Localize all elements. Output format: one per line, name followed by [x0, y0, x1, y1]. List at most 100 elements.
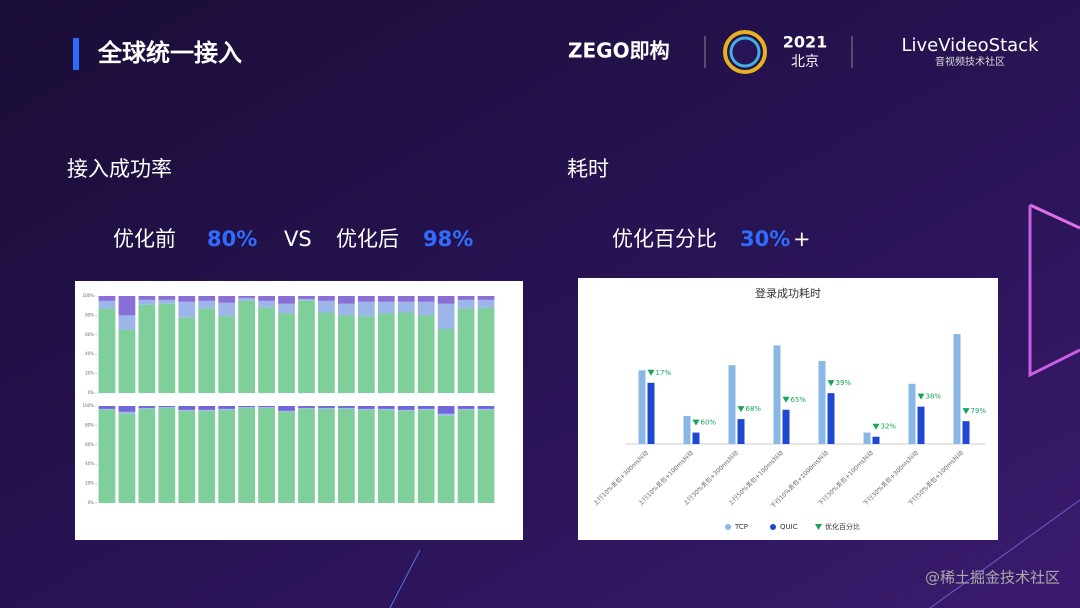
bar-segment: [397, 312, 415, 393]
bar-segment: [98, 300, 116, 309]
bar-segment: [178, 409, 196, 411]
bar-segment: [477, 409, 495, 503]
bar-segment: [318, 312, 335, 393]
bar-segment: [238, 300, 256, 393]
bar-segment: [178, 301, 196, 318]
bar: [908, 383, 916, 444]
bar-segment: [477, 307, 495, 393]
bar-segment: [457, 408, 475, 410]
bar-segment: [198, 296, 216, 301]
bar-segment: [357, 296, 375, 302]
bar-segment: [98, 308, 116, 393]
brand: ZEGO即构: [568, 39, 670, 63]
slide-title: 全球统一接入: [97, 39, 242, 67]
bar-segment: [437, 303, 455, 329]
legend-swatch: [770, 524, 776, 530]
bar: [737, 419, 745, 444]
bar-segment: [198, 410, 216, 503]
bar-segment: [298, 298, 315, 301]
bar-segment: [437, 413, 455, 416]
bar-segment: [457, 299, 475, 309]
bar-segment: [218, 296, 236, 303]
reduction-marker: [872, 423, 880, 430]
deco-line: [389, 549, 421, 608]
bar: [953, 334, 961, 444]
bar-segment: [178, 406, 196, 410]
bar-segment: [178, 410, 196, 503]
bar-segment: [377, 406, 395, 409]
bar-segment: [278, 296, 295, 304]
bar-segment: [417, 301, 435, 316]
bar-segment: [158, 296, 176, 300]
bar: [782, 409, 790, 444]
bar-segment: [417, 408, 435, 410]
bar-segment: [238, 406, 256, 407]
bar-segment: [357, 408, 375, 410]
event-logo: [723, 30, 767, 74]
compare-label: 优化前: [113, 227, 176, 251]
bar-segment: [397, 410, 415, 503]
bar-segment: [318, 300, 335, 313]
bar-segment: [258, 406, 275, 407]
bar-segment: [158, 406, 176, 407]
bar: [962, 421, 970, 444]
bar-segment: [118, 296, 136, 316]
y-tick-label: 40%: [85, 351, 94, 356]
bar-segment: [138, 299, 156, 305]
bar-segment: [198, 409, 216, 411]
bar-segment: [337, 407, 355, 409]
bar-segment: [278, 406, 295, 411]
latency-value: 30%: [740, 227, 790, 251]
latency-label: 优化百分比: [612, 227, 717, 251]
title-bar: [73, 38, 79, 70]
partner-subtitle: 音视频技术社区: [935, 55, 1005, 68]
bar-segment: [377, 409, 395, 503]
bar-segment: [258, 407, 275, 503]
bar-segment: [318, 408, 335, 503]
bar-segment: [258, 406, 275, 408]
bar-segment: [357, 406, 375, 409]
watermark: @稀土掘金技术社区: [925, 569, 1060, 587]
bar-segment: [278, 313, 295, 393]
bar-segment: [258, 307, 275, 393]
bar-segment: [158, 299, 176, 304]
bar-segment: [258, 296, 275, 301]
bar-segment: [278, 410, 295, 412]
bar-segment: [298, 296, 315, 299]
bar-segment: [417, 315, 435, 393]
latency-suffix: +: [793, 227, 811, 251]
y-tick-label: 0%: [88, 500, 95, 505]
event-year: 2021: [783, 33, 828, 52]
bar-segment: [178, 296, 196, 302]
bar-segment: [278, 411, 295, 503]
bar-segment: [98, 296, 116, 301]
compare-value: 80%: [207, 227, 257, 251]
bar: [692, 432, 700, 444]
y-tick-label: 80%: [85, 422, 94, 427]
bar: [638, 370, 646, 444]
bar-segment: [198, 308, 216, 393]
bar-segment: [337, 303, 355, 316]
bar-segment: [138, 407, 156, 409]
data-label: 68%: [746, 405, 762, 413]
y-tick-label: 100%: [83, 293, 95, 298]
bar-segment: [118, 315, 136, 330]
y-tick-label: 0%: [88, 390, 95, 395]
bar-segment: [238, 296, 256, 298]
bar-segment: [437, 328, 455, 393]
data-label: 39%: [836, 379, 852, 387]
data-label: 38%: [926, 393, 942, 401]
data-label: 17%: [656, 369, 672, 377]
event-logo: [729, 36, 761, 68]
bar-segment: [437, 296, 455, 304]
bar-segment: [417, 409, 435, 503]
bar-segment: [138, 304, 156, 393]
bar-segment: [417, 406, 435, 409]
bar-segment: [357, 409, 375, 503]
legend-label: QUIC: [780, 523, 798, 531]
bar-segment: [158, 407, 176, 503]
bar-segment: [417, 296, 435, 302]
compare-label: 优化后: [336, 227, 399, 251]
bar-segment: [298, 407, 315, 409]
